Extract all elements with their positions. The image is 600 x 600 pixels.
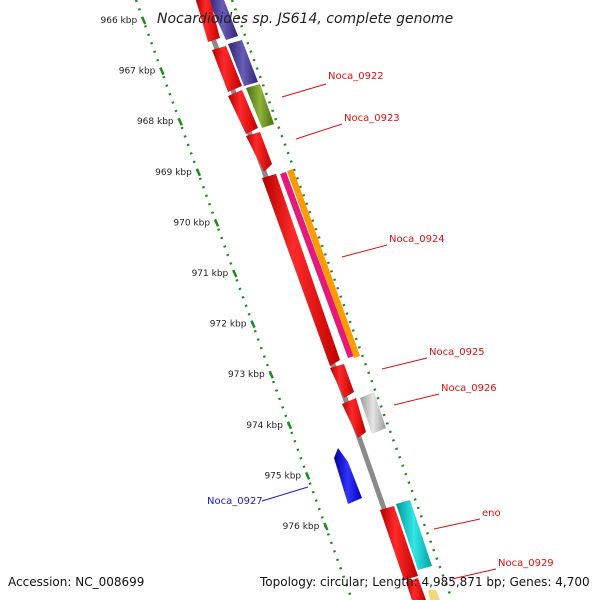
gene-feature-olive [246, 84, 274, 128]
gene-label-noca-0922[interactable]: Noca_0922 [328, 71, 384, 82]
kbp-major-tick [268, 370, 274, 379]
gene-leader-line [341, 244, 388, 258]
kbp-major-tick [177, 117, 183, 126]
kbp-label: 975 kbp [264, 471, 301, 481]
gene-leader-line [381, 357, 428, 370]
kbp-major-tick [250, 320, 256, 329]
gene-feature-red-0926 [342, 398, 366, 438]
gene-leader-line [433, 518, 481, 530]
gene-feature-magenta [280, 172, 354, 358]
kbp-major-tick [213, 218, 220, 227]
kbp-tick-layer: 966 kbp 967 kbp 968 kbp 969 kbp 970 kbp 971 k… [101, 0, 454, 600]
accession-label: Accession: NC_008699 [8, 575, 144, 589]
gene-feature-cyan [396, 500, 432, 570]
gene-feature-purple-2 [228, 40, 258, 86]
gene-label-noca-0926[interactable]: Noca_0926 [441, 383, 497, 394]
kbp-label: 968 kbp [137, 117, 174, 127]
gene-leader-line [261, 486, 309, 502]
gene-feature-red-1 [196, 0, 220, 42]
kbp-label: 971 kbp [192, 269, 229, 279]
gene-feature-yellow [428, 590, 440, 600]
kbp-track-left [134, 0, 354, 600]
gene-feature-purple-1 [208, 0, 238, 40]
gene-label-noca-0929[interactable]: Noca_0929 [498, 558, 554, 569]
kbp-label: 972 kbp [210, 320, 247, 330]
kbp-label: 966 kbp [101, 16, 138, 26]
gene-feature-red-eno [380, 506, 418, 580]
kbp-track-right [230, 0, 454, 600]
gene-leader-line [295, 123, 343, 140]
gene-label-noca-0923[interactable]: Noca_0923 [344, 113, 400, 124]
kbp-label: 973 kbp [228, 370, 265, 380]
gene-feature-red-0924 [262, 174, 340, 366]
kbp-major-tick [304, 471, 311, 480]
gene-label-eno[interactable]: eno [482, 508, 501, 519]
kbp-major-tick [159, 67, 165, 76]
kbp-label: 969 kbp [155, 168, 192, 178]
gene-feature-orange [287, 169, 360, 358]
gene-feature-red-0929 [406, 578, 426, 600]
gene-label-noca-0925[interactable]: Noca_0925 [429, 347, 485, 358]
gene-leader-line [393, 393, 440, 406]
kbp-label: 976 kbp [283, 522, 320, 532]
kbp-major-tick [141, 16, 147, 25]
gene-feature-red-3 [228, 90, 258, 134]
gene-features [196, 0, 440, 600]
gene-label-noca-0924[interactable]: Noca_0924 [389, 234, 445, 245]
gene-feature-red-0923 [246, 132, 272, 172]
gene-feature-gray [360, 392, 386, 434]
kbp-major-tick [232, 269, 238, 278]
gene-label-noca-0927[interactable]: Noca_0927 [207, 496, 263, 507]
kbp-major-tick [195, 168, 201, 177]
kbp-label: 974 kbp [246, 421, 283, 431]
kbp-label: 970 kbp [173, 218, 210, 228]
gene-leader-line [451, 568, 497, 580]
topology-label: Topology: circular; Length: 4,985,871 bp… [259, 575, 590, 589]
kbp-major-tick [323, 522, 329, 531]
gene-feature-red-0925 [330, 364, 354, 398]
kbp-label: 967 kbp [119, 67, 156, 77]
gene-feature-red-2 [212, 46, 242, 92]
gene-leader-line [281, 83, 327, 98]
gene-label-layer: Noca_0922 Noca_0923 Noca_0924 Noca_0925 Noca… [207, 71, 554, 580]
gene-feature-blue-0927 [334, 448, 362, 504]
map-title: Nocardioides sp. JS614, complete genome [157, 11, 453, 27]
kbp-major-tick [286, 421, 293, 430]
